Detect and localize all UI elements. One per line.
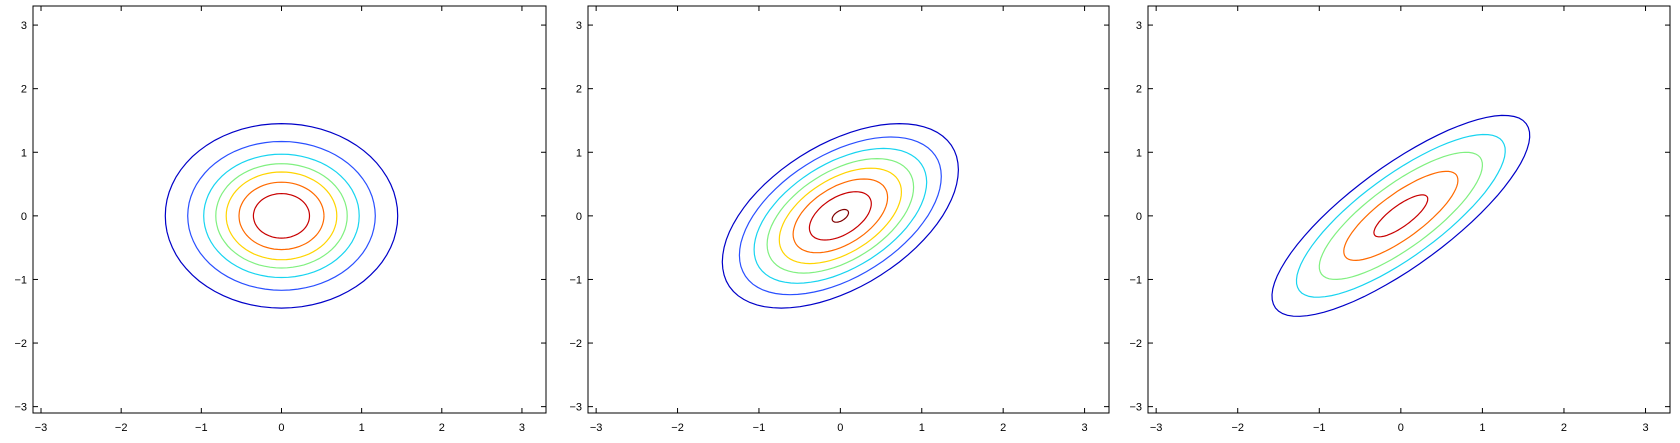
contour-line xyxy=(1295,133,1506,298)
x-tick-label: −3 xyxy=(1150,422,1163,434)
y-tick-label: −1 xyxy=(14,274,27,286)
x-tick-label: −2 xyxy=(1231,422,1244,434)
x-tick-label: 2 xyxy=(439,422,445,434)
x-tick-label: 0 xyxy=(278,422,284,434)
x-tick-label: 3 xyxy=(1082,422,1088,434)
contour-panel-strongly-correlated: −3 −2 −1 0 1 2 3 −3 −2 −1 0 1 2 3 xyxy=(1129,5,1671,434)
x-tick-label: −3 xyxy=(35,422,48,434)
x-tick-label: 3 xyxy=(519,422,525,434)
contour-line xyxy=(792,178,889,254)
y-tick-label: 3 xyxy=(576,20,582,32)
y-tick-label: −2 xyxy=(14,338,27,350)
axes-frame xyxy=(1147,5,1671,414)
contour-line xyxy=(1318,151,1484,281)
contour-line xyxy=(753,147,928,284)
x-tick-label: −2 xyxy=(671,422,684,434)
x-tick-label: 2 xyxy=(1561,422,1567,434)
y-tick-label: 3 xyxy=(1136,20,1142,32)
x-tick-label: −3 xyxy=(590,422,603,434)
contour-line xyxy=(1343,170,1459,262)
y-tick-label: 1 xyxy=(576,147,582,159)
x-tick-label: 0 xyxy=(1398,422,1404,434)
x-tick-label: 1 xyxy=(1479,422,1485,434)
contour-line xyxy=(203,153,360,279)
y-tick-label: −2 xyxy=(1129,338,1142,350)
contour-line xyxy=(778,167,903,265)
y-tick-label: 0 xyxy=(21,211,27,223)
contour-panel-correlated: −3 −2 −1 0 1 2 3 −3 −2 −1 0 1 2 3 xyxy=(569,5,1110,434)
contour-line xyxy=(164,122,399,309)
y-tick-label: 2 xyxy=(1136,84,1142,96)
contour-line xyxy=(808,191,872,241)
x-tick-label: −1 xyxy=(1313,422,1326,434)
y-tick-label: −3 xyxy=(569,402,582,414)
contour-line xyxy=(831,208,850,223)
contour-line xyxy=(238,181,325,251)
contour-panel-isotropic: −3 −2 −1 0 1 2 3 −3 −2 −1 0 1 2 3 xyxy=(14,5,547,434)
y-tick-label: −1 xyxy=(569,274,582,286)
x-tick-label: 0 xyxy=(837,422,843,434)
contour-line xyxy=(225,171,338,261)
contour-line xyxy=(766,157,915,274)
y-tick-label: 1 xyxy=(1136,147,1142,159)
y-tick-label: −3 xyxy=(14,402,27,414)
x-tick-label: 1 xyxy=(359,422,365,434)
y-tick-label: −1 xyxy=(1129,274,1142,286)
contour-line xyxy=(187,140,376,291)
x-tick-label: −1 xyxy=(195,422,208,434)
y-tick-label: −3 xyxy=(1129,402,1142,414)
axes-frame xyxy=(587,5,1110,414)
y-tick-label: 0 xyxy=(576,211,582,223)
x-tick-label: −1 xyxy=(753,422,766,434)
y-tick-label: 0 xyxy=(1136,211,1142,223)
x-tick-label: 1 xyxy=(919,422,925,434)
contour-line xyxy=(1271,114,1531,317)
contour-line xyxy=(1373,194,1429,238)
x-tick-label: 3 xyxy=(1642,422,1648,434)
x-tick-label: −2 xyxy=(115,422,128,434)
contour-line xyxy=(252,192,311,239)
y-tick-label: 3 xyxy=(21,20,27,32)
y-tick-label: 2 xyxy=(21,84,27,96)
y-tick-label: −2 xyxy=(569,338,582,350)
contour-line xyxy=(215,163,348,269)
contour-line xyxy=(721,122,960,309)
y-tick-label: 1 xyxy=(21,147,27,159)
x-tick-label: 2 xyxy=(1000,422,1006,434)
y-tick-label: 2 xyxy=(576,84,582,96)
axes-frame xyxy=(32,5,547,414)
contour-line xyxy=(738,136,942,296)
